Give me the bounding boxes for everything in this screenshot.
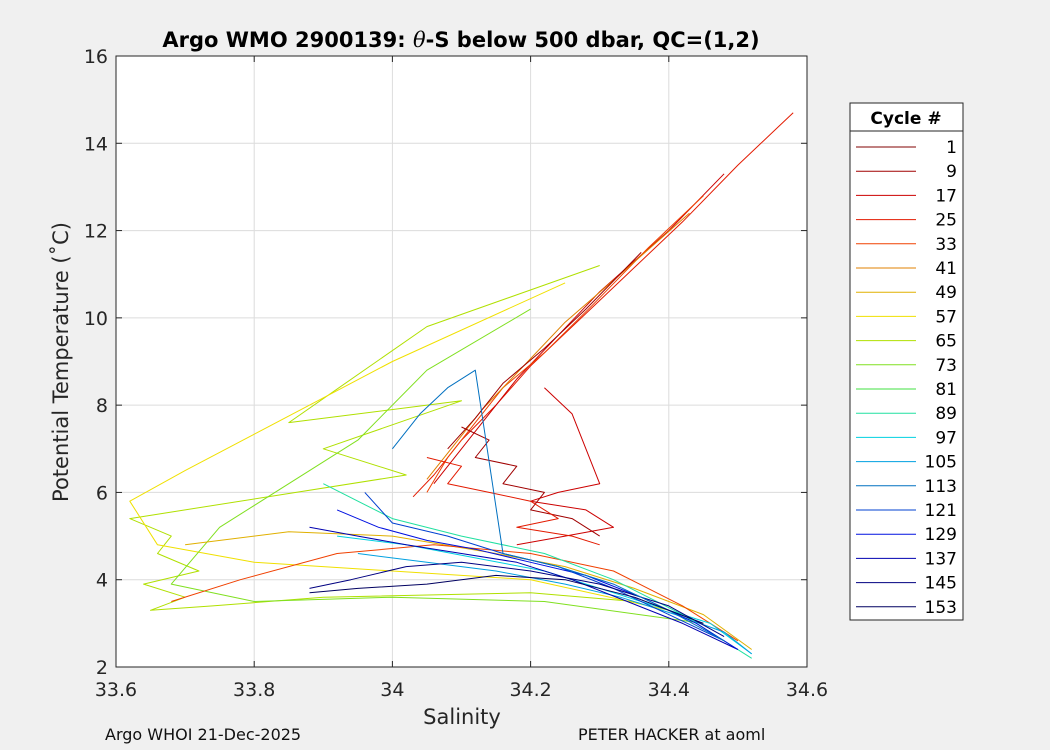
legend-label: 25 [935,211,957,231]
legend-label: 73 [935,356,957,376]
x-tick-label: 34 [380,679,404,701]
series-line-deep-5 [392,369,725,642]
y-axis-label: Potential Temperature (˚C) [49,222,73,502]
legend-label: 17 [935,186,957,206]
series-line-intrusion-loop-1 [516,387,614,546]
y-tick-label: 14 [84,133,108,155]
plot-area [116,56,807,667]
plot-frame [115,55,808,668]
legend-title: Cycle # [870,109,941,129]
x-tick-label: 33.6 [95,679,137,701]
x-tick-label: 34.2 [509,679,551,701]
legend-label: 41 [935,259,957,279]
legend-label: 57 [935,307,957,327]
legend: Cycle # 1 9 17 25 33 41 49 57 65 73 81 89 97 105 113 12… [849,102,964,621]
legend-label: 33 [935,235,957,255]
legend-label: 81 [935,380,957,400]
legend-label: 65 [935,332,957,352]
series-line-deep-4 [309,561,725,637]
legend-label: 113 [925,477,957,497]
legend-entries: 1 9 17 25 33 41 49 57 65 73 81 89 97 105 113 121 129 137 1… [856,138,957,618]
series-line-warm-branch-e [447,252,642,450]
x-tick-label: 34.6 [786,679,828,701]
legend-label: 97 [935,428,957,448]
series-line-cool-3 [323,483,752,659]
legend-label: 9 [946,162,957,182]
legend-label: 121 [925,501,957,521]
title-suffix: -S below 500 dbar, QC=(1,2) [426,28,760,52]
y-tick-label: 10 [84,308,108,330]
footer-right: PETER HACKER at aoml [578,725,766,744]
series-line-fresh-lens-3 [170,308,704,624]
series-line-deep-1 [309,526,739,650]
x-tick-label: 34.4 [648,679,690,701]
series-line-intrusion-loop-2 [461,426,600,537]
legend-label: 105 [925,453,957,473]
series-line-mixed-2 [171,544,739,642]
series-line-fresh-lens-1 [129,265,635,611]
y-tick-label: 16 [84,46,108,68]
chart-title: Argo WMO 2900139: θ-S below 500 dbar, QC… [162,28,759,52]
x-tick-label: 33.8 [233,679,275,701]
series-lines [129,112,794,659]
x-axis-label: Salinity [423,705,501,729]
legend-label: 89 [935,404,957,424]
y-tick-label: 8 [96,395,108,417]
y-tick-label: 6 [96,482,108,504]
series-line-intrusion-loop-3 [426,457,600,546]
legend-label: 153 [925,598,957,618]
legend-label: 145 [925,574,957,594]
y-tick-label: 4 [96,570,108,592]
legend-label: 1 [946,138,957,158]
series-line-warm-branch-b [433,173,725,485]
title-theta: θ [413,28,426,52]
y-tick-label: 12 [84,221,108,243]
legend-label: 137 [925,549,957,569]
series-line-deep-6 [309,574,704,624]
y-tick-label: 2 [96,657,108,679]
series-line-deep-2 [336,509,739,650]
title-prefix: Argo WMO 2900139: [162,28,413,52]
axis-ticks: 33.6 33.8 34 34.2 34.4 34.6 2 4 6 8 10 12 14 16 [84,46,828,701]
legend-label: 49 [935,283,957,303]
footer-left: Argo WHOI 21-Dec-2025 [105,725,302,744]
legend-label: 129 [925,525,957,545]
